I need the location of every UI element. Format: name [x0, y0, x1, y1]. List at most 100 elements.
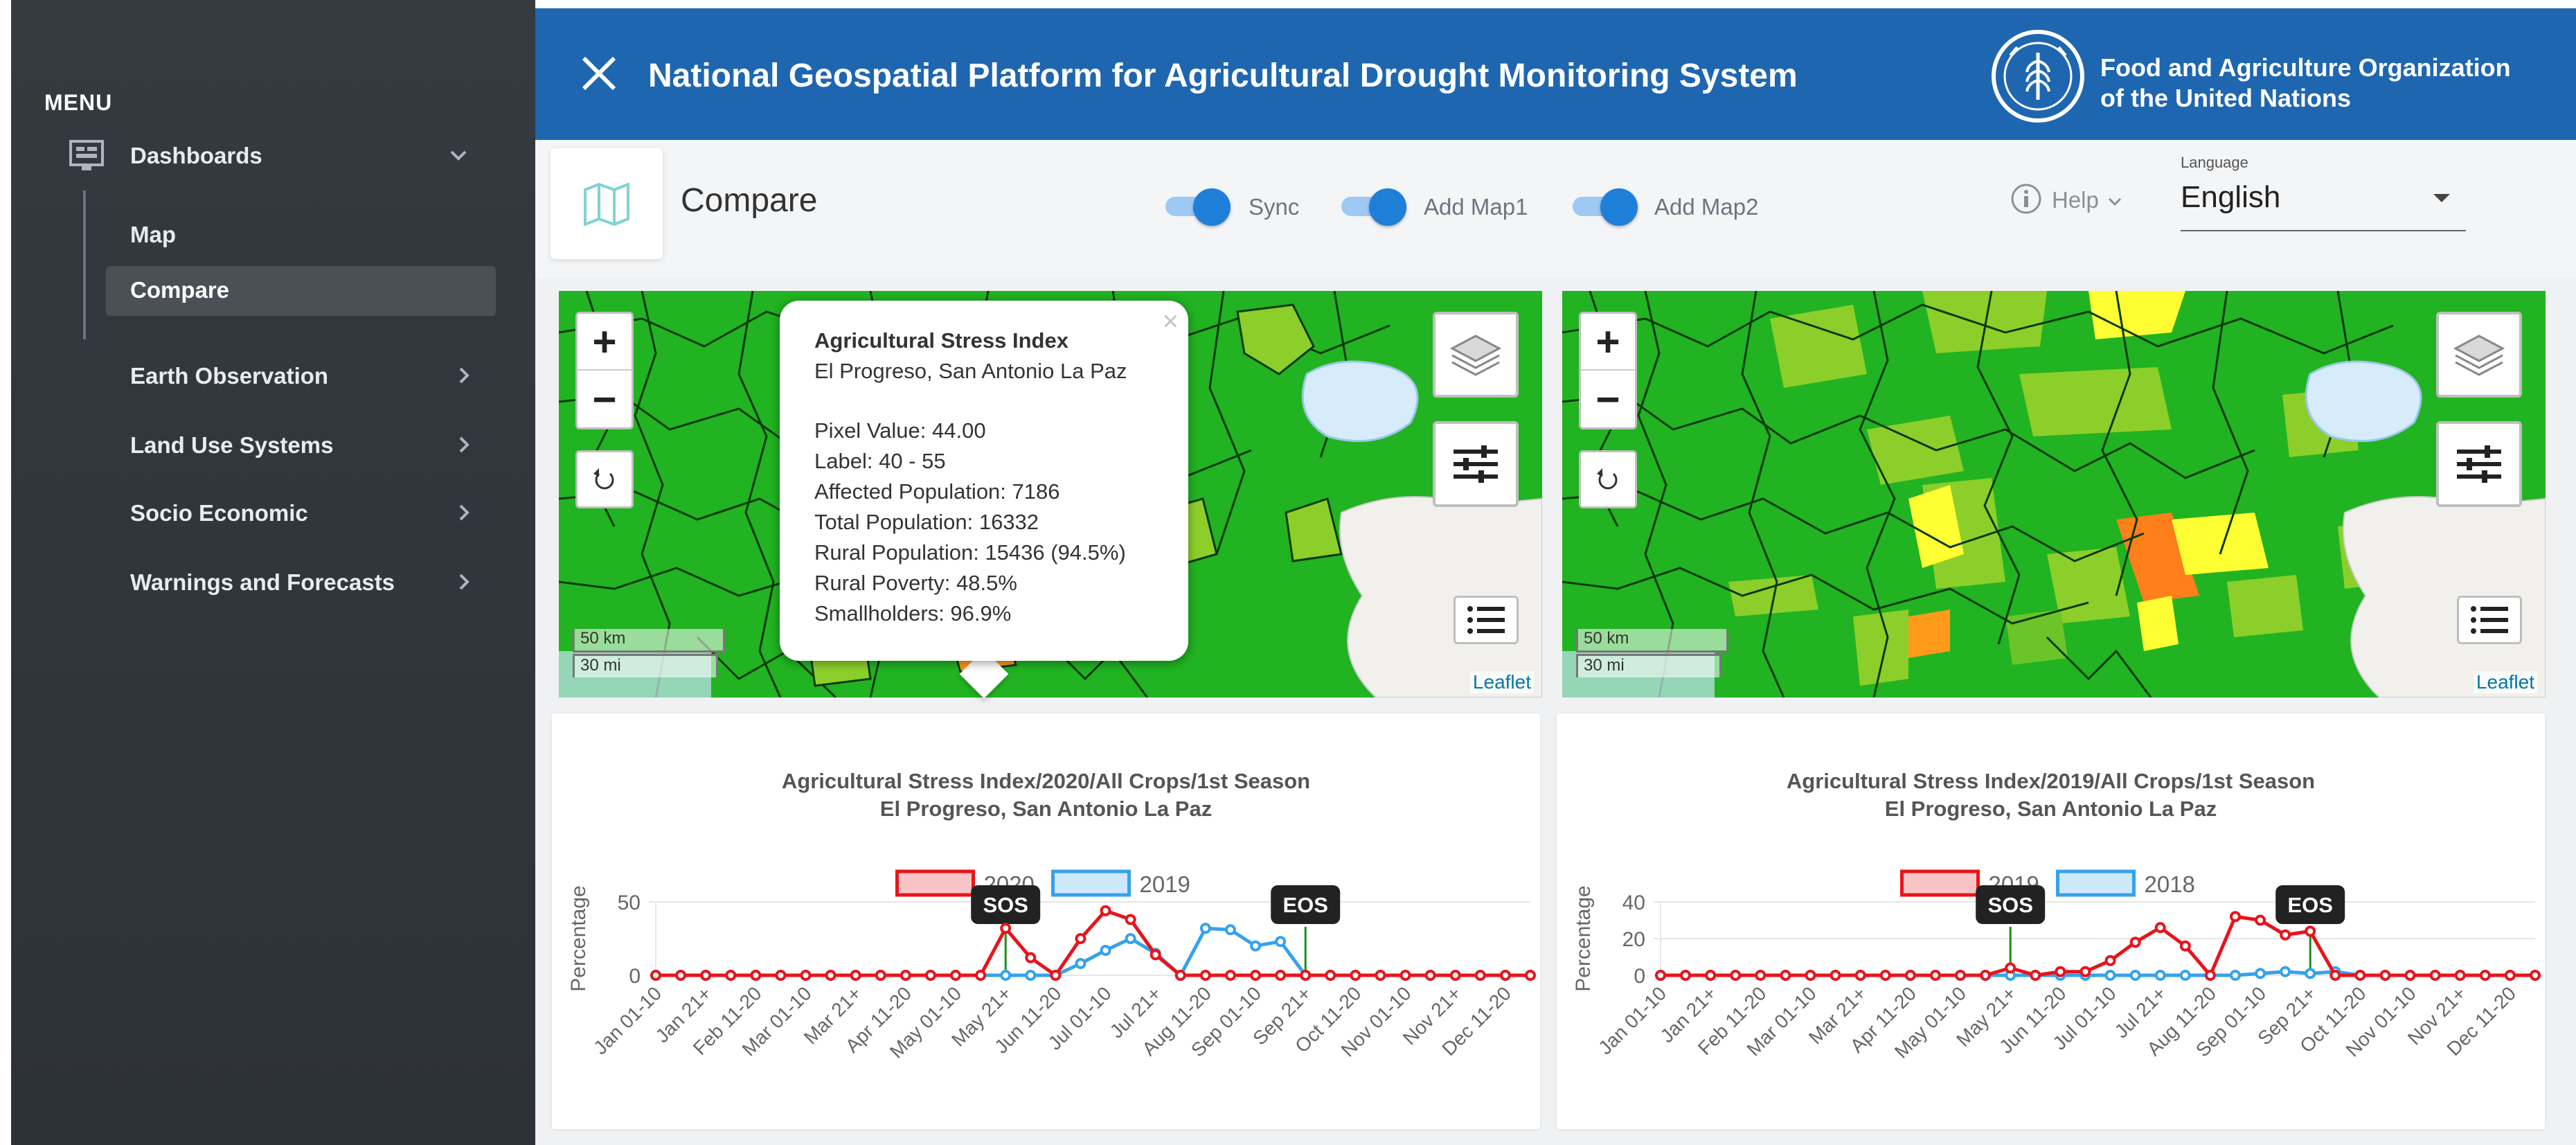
zoom-in-button[interactable]: + — [578, 314, 632, 371]
sidebar-item-label: Socio Economic — [130, 500, 308, 526]
data-point — [2055, 966, 2066, 977]
map-settings-button[interactable] — [1433, 421, 1519, 507]
data-point — [1780, 970, 1791, 981]
reset-view-button[interactable] — [575, 450, 634, 508]
annotation-label: SOS — [1987, 893, 2032, 917]
data-point — [1125, 914, 1136, 925]
chevron-down-icon — [2106, 190, 2124, 208]
submenu-line — [83, 190, 86, 339]
toolbar: Compare Sync Add Map1 Add Map2 Help Lang… — [535, 140, 2576, 278]
caret-down-icon — [2431, 191, 2452, 205]
sidebar: MENU Dashboards Map Compare Earth Observ… — [0, 0, 535, 1145]
data-point — [2229, 911, 2241, 923]
compare-page-icon-card — [551, 148, 663, 259]
sync-toggle[interactable] — [1165, 188, 1231, 226]
y-tick-label: 40 — [1622, 891, 1645, 914]
sidebar-item-land-use-systems[interactable]: Land Use Systems — [130, 421, 490, 470]
data-point — [1000, 970, 1012, 981]
data-point — [900, 970, 911, 981]
sidebar-item-socio-economic[interactable]: Socio Economic — [130, 489, 490, 538]
zoom-out-button[interactable]: − — [592, 375, 617, 423]
popup-affected-population: Affected Population: 7186 — [814, 479, 1060, 504]
popup-total-population: Total Population: 16332 — [814, 510, 1039, 534]
chart-title: Agricultural Stress Index/2019/All Crops… — [1787, 769, 2315, 793]
add-map2-toggle[interactable] — [1573, 188, 1638, 226]
data-point — [2005, 962, 2016, 974]
data-point — [1199, 923, 1211, 934]
sidebar-item-label: Dashboards — [130, 143, 262, 168]
data-point — [725, 970, 737, 981]
chart-title: Agricultural Stress Index/2020/All Crops… — [782, 769, 1310, 793]
data-point — [1499, 970, 1511, 981]
data-point — [1300, 970, 1312, 981]
data-point — [2329, 970, 2341, 981]
data-point — [1075, 958, 1086, 970]
scale-mi: 30 mi — [1576, 654, 1721, 677]
sync-label: Sync — [1249, 194, 1300, 220]
map-icon — [584, 183, 629, 226]
layers-button[interactable] — [2436, 312, 2522, 398]
menu-title: MENU — [44, 90, 113, 115]
data-point — [2305, 925, 2316, 937]
add-map2-label: Add Map2 — [1654, 194, 1759, 220]
close-icon[interactable] — [577, 51, 621, 96]
map-settings-button[interactable] — [2436, 421, 2522, 507]
sidebar-item-earth-observation[interactable]: Earth Observation — [130, 352, 490, 400]
legend-button[interactable] — [2457, 596, 2522, 644]
data-point — [2379, 970, 2391, 981]
data-point — [2280, 966, 2291, 977]
series-line-2019 — [1661, 914, 2535, 977]
data-point — [1399, 970, 1411, 981]
header-bar: National Geospatial Platform for Agricul… — [535, 8, 2576, 140]
data-point — [1075, 933, 1086, 944]
organization-name: Food and Agriculture Organization of the… — [2100, 53, 2511, 114]
y-tick-label: 20 — [1622, 928, 1645, 951]
reset-icon — [1597, 468, 1618, 490]
data-point — [2104, 970, 2116, 981]
data-point — [1224, 924, 1236, 936]
info-icon — [2010, 183, 2042, 215]
sidebar-item-map[interactable]: Map — [130, 211, 490, 259]
zoom-control: + − — [575, 312, 634, 429]
zoom-out-button[interactable]: − — [1595, 375, 1620, 423]
legend-button[interactable] — [1454, 596, 1519, 644]
annotation-label: EOS — [2287, 893, 2332, 917]
sidebar-item-warnings-and-forecasts[interactable]: Warnings and Forecasts — [130, 558, 490, 607]
sidebar-item-dashboards[interactable]: Dashboards — [69, 132, 485, 180]
data-point — [800, 970, 812, 981]
data-point — [875, 970, 886, 981]
popup-close-button[interactable]: × — [1162, 306, 1179, 337]
map-panel-2[interactable]: + − 50 km 30 mi Leaflet — [1562, 291, 2546, 698]
scale-km: 50 km — [1576, 629, 1728, 653]
data-point — [2129, 970, 2141, 981]
layers-button[interactable] — [1433, 312, 1519, 398]
data-point — [2154, 922, 2166, 934]
asi-chart-1: Agricultural Stress Index/2020/All Crops… — [567, 769, 1536, 1063]
data-point — [1150, 949, 1161, 961]
y-tick-label: 0 — [629, 965, 641, 988]
zoom-in-button[interactable]: + — [1581, 314, 1635, 371]
chevron-right-icon — [451, 363, 476, 388]
data-point — [2079, 966, 2091, 977]
dashboard-icon — [69, 140, 104, 172]
series-line-2020 — [656, 909, 1530, 977]
language-select[interactable]: English — [2181, 176, 2466, 231]
data-point — [1350, 970, 1361, 981]
help-button[interactable]: Help — [2010, 183, 2128, 224]
sidebar-item-compare[interactable]: Compare — [130, 266, 490, 314]
asi-chart-2: Agricultural Stress Index/2019/All Crops… — [1572, 769, 2541, 1063]
sidebar-item-label: Land Use Systems — [130, 432, 334, 458]
sidebar-item-label: Earth Observation — [130, 363, 329, 389]
leaflet-attribution-link[interactable]: Leaflet — [2473, 671, 2537, 693]
leaflet-attribution-link[interactable]: Leaflet — [1469, 671, 1534, 693]
reset-view-button[interactable] — [1579, 450, 1637, 508]
data-point — [1025, 952, 1037, 964]
y-axis-label: Percentage — [1572, 885, 1595, 991]
legend-swatch — [1051, 869, 1131, 897]
add-map1-toggle[interactable] — [1341, 188, 1406, 226]
chart-panel-1: Agricultural Stress Index/2020/All Crops… — [552, 713, 1540, 1129]
active-item-highlight — [106, 266, 496, 316]
data-point — [2204, 970, 2216, 981]
zoom-control: + − — [1579, 312, 1637, 429]
data-point — [1424, 970, 1436, 981]
